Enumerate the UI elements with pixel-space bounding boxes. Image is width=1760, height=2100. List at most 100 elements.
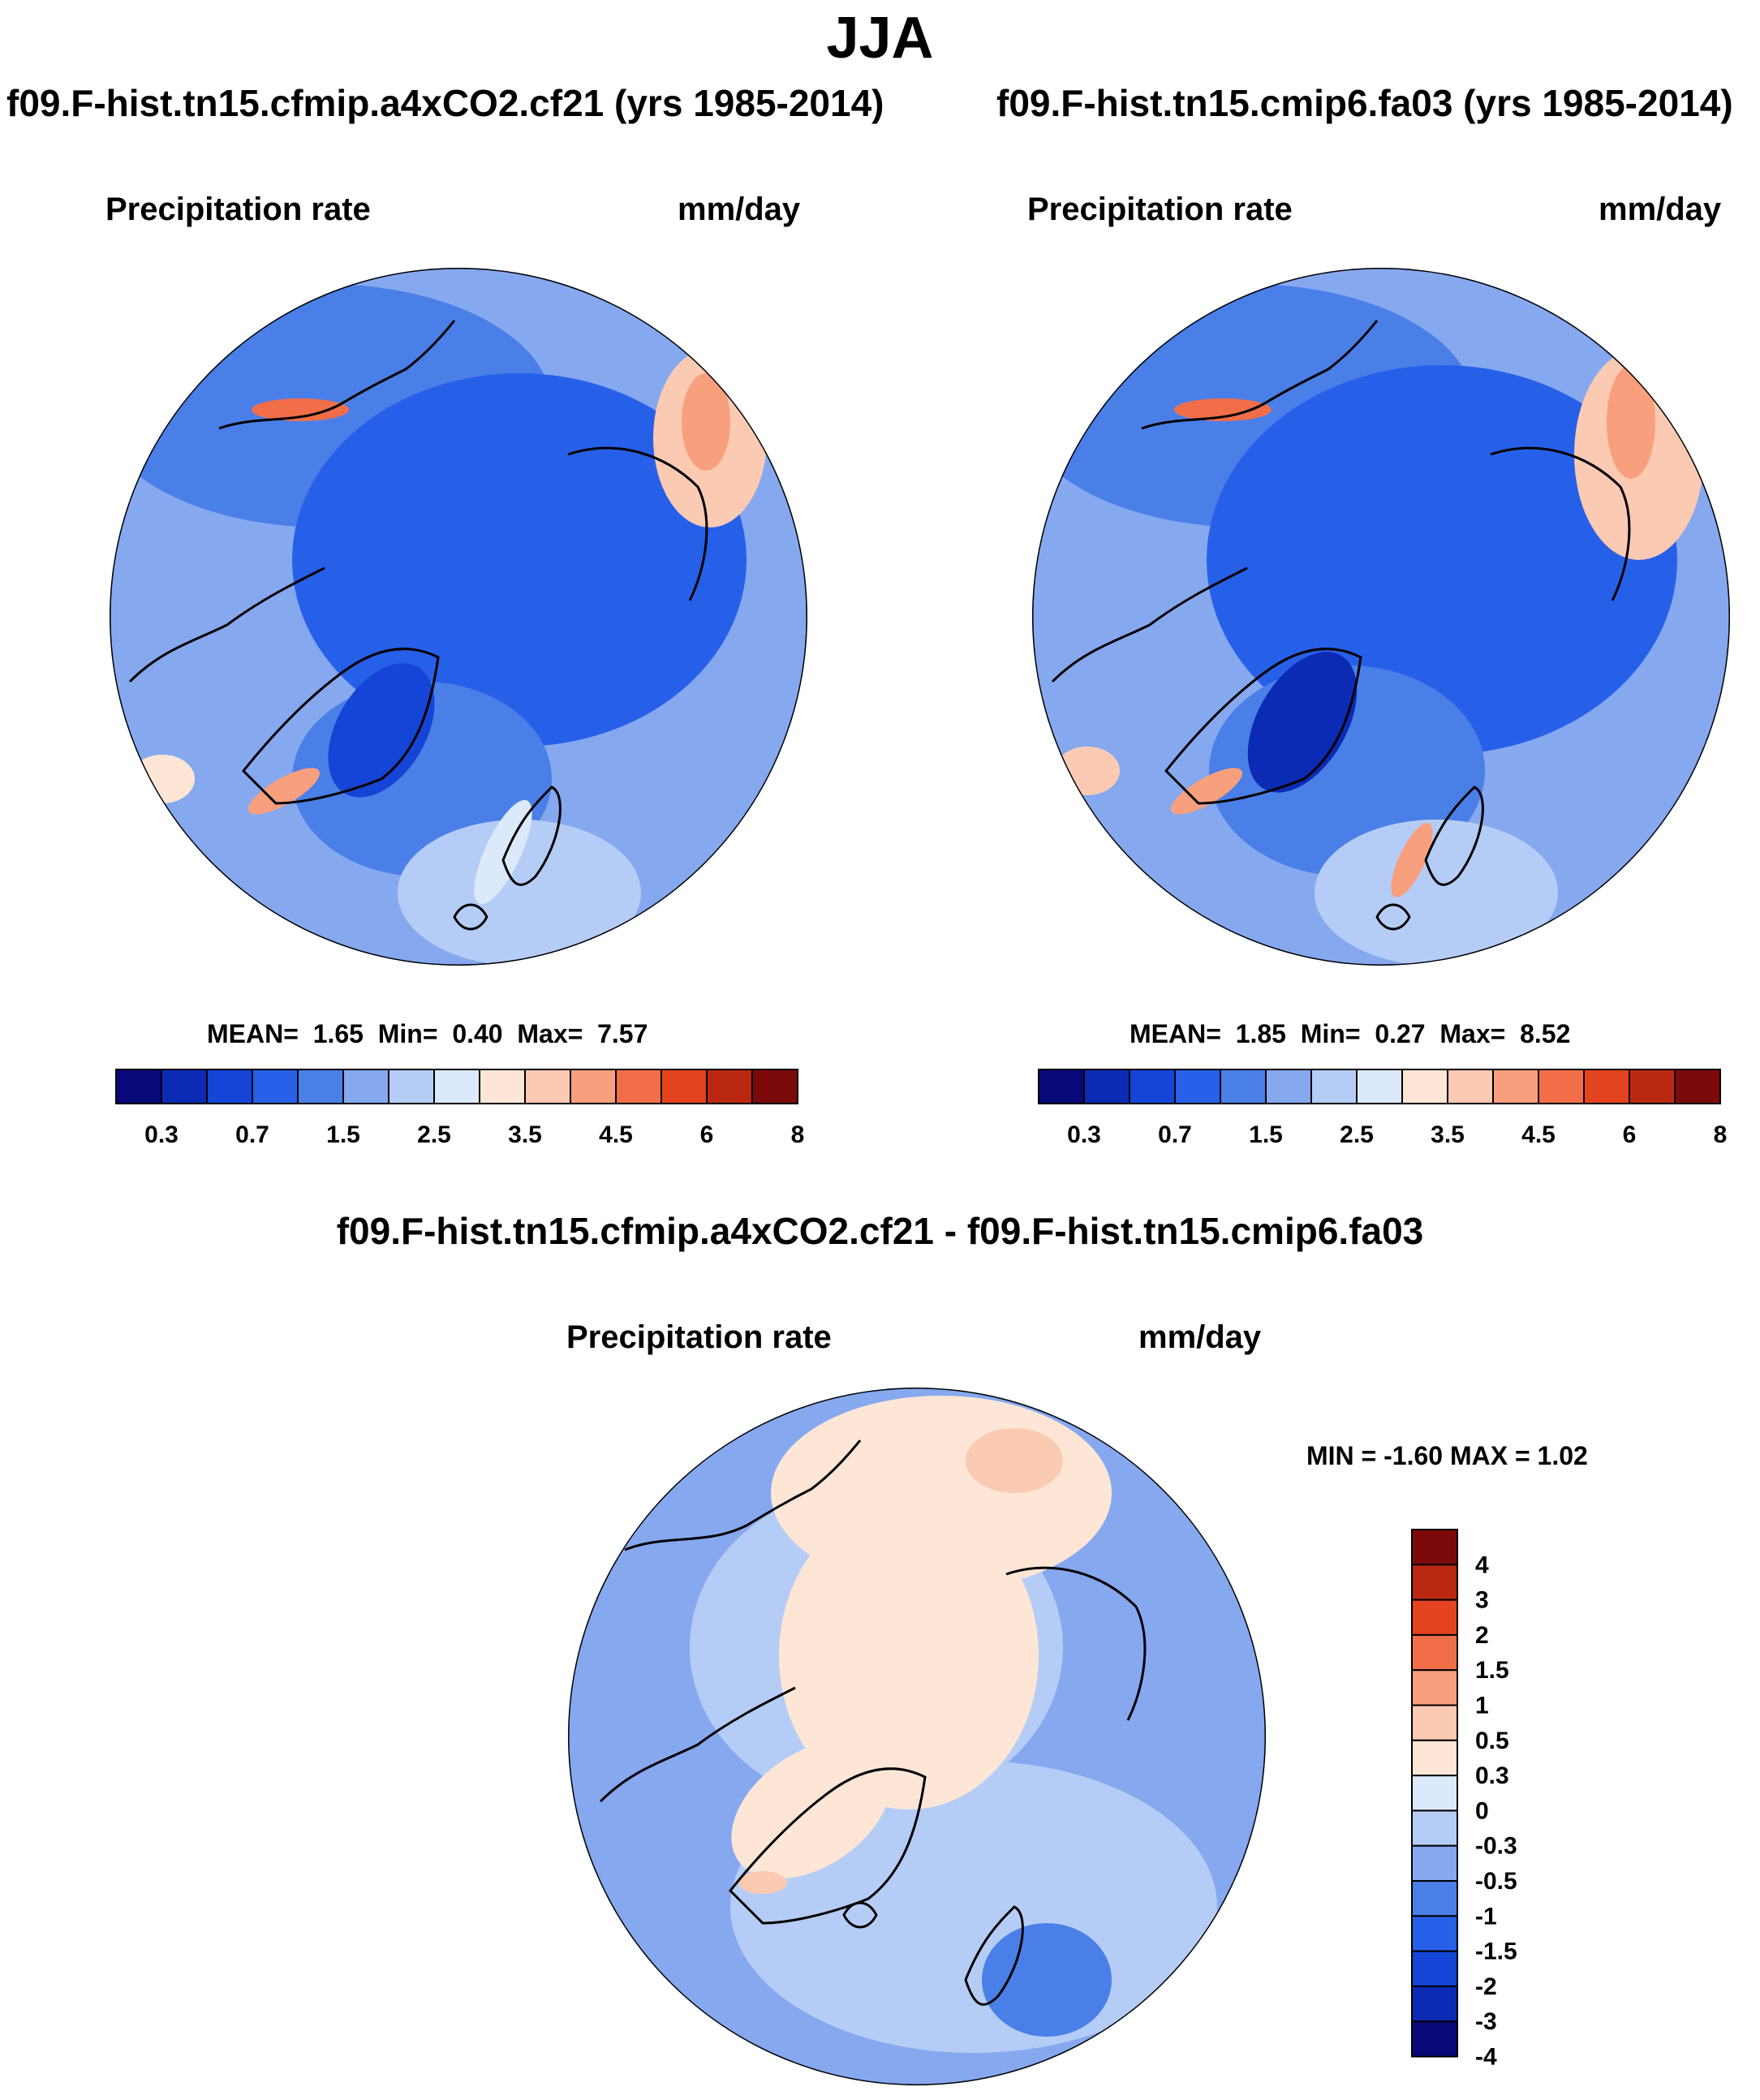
diff-colorbar-tick-label: 1.5: [1475, 1657, 1509, 1684]
diff-colorbar-box: [1411, 1880, 1458, 1917]
diff-colorbar-box: [1411, 1810, 1458, 1847]
colorbar-tick-label: 8: [1714, 1121, 1728, 1148]
diff-colorbar-tick-label: -4: [1475, 2044, 1497, 2071]
colorbar-box: [1401, 1069, 1448, 1104]
diff-case-title: f09.F-hist.tn15.cfmip.a4xCO2.cf21 - f09.…: [336, 1210, 1424, 1252]
colorbar-box: [342, 1069, 389, 1104]
colorbar-panel-2: 0.3 0.7 1.5 2.5 3.5 4.5 6 8: [1038, 1069, 1728, 1148]
colorbar-box: [615, 1069, 662, 1104]
panel1-case-title: f09.F-hist.tn15.cfmip.a4xCO2.cf21 (yrs 1…: [6, 82, 884, 124]
colorbar-box: [1265, 1069, 1312, 1104]
colorbar-box: [1038, 1069, 1085, 1104]
map-panel-2: [1032, 268, 1730, 966]
colorbar-box: [1447, 1069, 1494, 1104]
colorbar-box: [570, 1069, 617, 1104]
colorbar-tick-label: 4.5: [1521, 1121, 1556, 1148]
colorbar-box: [1629, 1069, 1676, 1104]
diff-colorbar-tick-label: 0.5: [1475, 1728, 1509, 1754]
map1-pacific-core: [682, 373, 730, 471]
colorbar-box: [661, 1069, 708, 1104]
colorbar-tick-label: 2.5: [417, 1121, 451, 1148]
colorbar-tick-label: 0.3: [144, 1121, 179, 1148]
colorbar-tick-label: 8: [791, 1121, 805, 1148]
colorbar-box: [161, 1069, 208, 1104]
colorbar-box: [1310, 1069, 1358, 1104]
diff-variable: Precipitation rate: [566, 1319, 832, 1355]
panel2-case-title: f09.F-hist.tn15.cmip6.fa03 (yrs 1985-201…: [996, 82, 1733, 124]
colorbar-tick-label: 0.7: [1158, 1121, 1192, 1148]
colorbar-diff: 4 3 2 1.5 1 0.5 0.3 0 -0.3 -0.5 -1 -1.5 -2 -3 -4: [1411, 1529, 1517, 2071]
diff-colorbar-tick-label: -0.5: [1475, 1868, 1517, 1895]
diff-colorbar-tick-label: 0: [1475, 1797, 1489, 1824]
diff-arctic-positive: [779, 1501, 1039, 1810]
map2-coastlines: [1051, 320, 1631, 931]
panel2-stats: MEAN= 1.85 Min= 0.27 Max= 8.52: [1130, 1019, 1571, 1048]
diff-colorbar-tick-label: 4: [1475, 1551, 1489, 1578]
colorbar-tick-label: 1.5: [326, 1121, 360, 1148]
map2-atlantic-patch: [1055, 747, 1120, 795]
colorbar-tick-label: 0.3: [1067, 1121, 1101, 1148]
diff-units: mm/day: [1138, 1319, 1262, 1355]
colorbar-box: [1220, 1069, 1267, 1104]
colorbar-box: [206, 1069, 253, 1104]
colorbar-box: [115, 1069, 162, 1104]
diff-coastlines: [599, 1439, 1147, 2006]
diff-colorbar-tick-label: 2: [1475, 1622, 1489, 1649]
diff-colorbar-tick-label: -1: [1475, 1903, 1497, 1930]
map2-norway-coast: [1391, 823, 1433, 897]
diff-colorbar-box: [1411, 1704, 1458, 1741]
map2-greenland-coast: [1170, 768, 1243, 815]
colorbar-box: [388, 1069, 435, 1104]
diff-colorbar-box: [1411, 1915, 1458, 1952]
map1-norway-coast: [474, 799, 532, 905]
colorbar-box: [297, 1069, 344, 1104]
colorbar-box: [1174, 1069, 1221, 1104]
map2-alaska-coast-max: [1174, 398, 1272, 421]
diff-colorbar-tick-label: 1: [1475, 1693, 1489, 1719]
diff-colorbar-box: [1411, 1529, 1458, 1566]
season-title: JJA: [826, 6, 934, 71]
colorbar-box: [1129, 1069, 1176, 1104]
diff-pacific-core: [966, 1428, 1063, 1493]
diff-colorbar-tick-label: -2: [1475, 1973, 1497, 2000]
colorbar-box: [1674, 1069, 1721, 1104]
map2-europe-region: [1315, 820, 1558, 966]
colorbar-box: [252, 1069, 299, 1104]
map-panel-diff: [568, 1388, 1266, 2085]
colorbar-tick-label: 1.5: [1249, 1121, 1283, 1148]
colorbar-tick-label: 6: [1623, 1121, 1637, 1148]
map1-coastlines: [128, 320, 708, 931]
colorbar-box: [433, 1069, 480, 1104]
diff-colorbar-box: [1411, 1564, 1458, 1601]
colorbar-box: [479, 1069, 526, 1104]
diff-colorbar-tick-label: 0.3: [1475, 1762, 1509, 1789]
diff-colorbar-tick-label: -1.5: [1475, 1939, 1517, 1965]
diff-greenland-core: [738, 1871, 787, 1894]
diff-colorbar-box: [1411, 1950, 1458, 1987]
colorbar-tick-label: 3.5: [1431, 1121, 1465, 1148]
diff-colorbar-tick-label: -3: [1475, 2008, 1497, 2035]
panel1-variable: Precipitation rate: [105, 191, 371, 227]
colorbar-box: [1492, 1069, 1539, 1104]
panel2-variable: Precipitation rate: [1027, 191, 1293, 227]
map-panel-1: [110, 268, 807, 966]
colorbar-box: [1083, 1069, 1130, 1104]
colorbar-box: [1538, 1069, 1585, 1104]
map1-arctic-low-precip: [292, 373, 747, 747]
colorbar-box: [1356, 1069, 1403, 1104]
map2-pacific-core: [1607, 365, 1655, 479]
map2-greenland-interior: [1247, 652, 1358, 793]
colorbar-box: [751, 1069, 798, 1104]
map1-europe-region: [398, 820, 641, 966]
panel1-stats: MEAN= 1.65 Min= 0.40 Max= 7.57: [207, 1019, 648, 1048]
diff-colorbar-box: [1411, 1633, 1458, 1672]
colorbar-box: [524, 1069, 571, 1104]
panel1-units: mm/day: [678, 191, 801, 227]
map1-atlantic-patch: [130, 755, 195, 803]
map1-alaska-coast-max: [252, 398, 349, 421]
colorbar-panel-1: 0.3 0.7 1.5 2.5 3.5 4.5 6 8: [115, 1069, 805, 1148]
diff-colorbar-tick-label: -0.3: [1475, 1833, 1517, 1860]
colorbar-box: [1583, 1069, 1630, 1104]
diff-scandinavia-negative: [982, 1923, 1112, 2037]
